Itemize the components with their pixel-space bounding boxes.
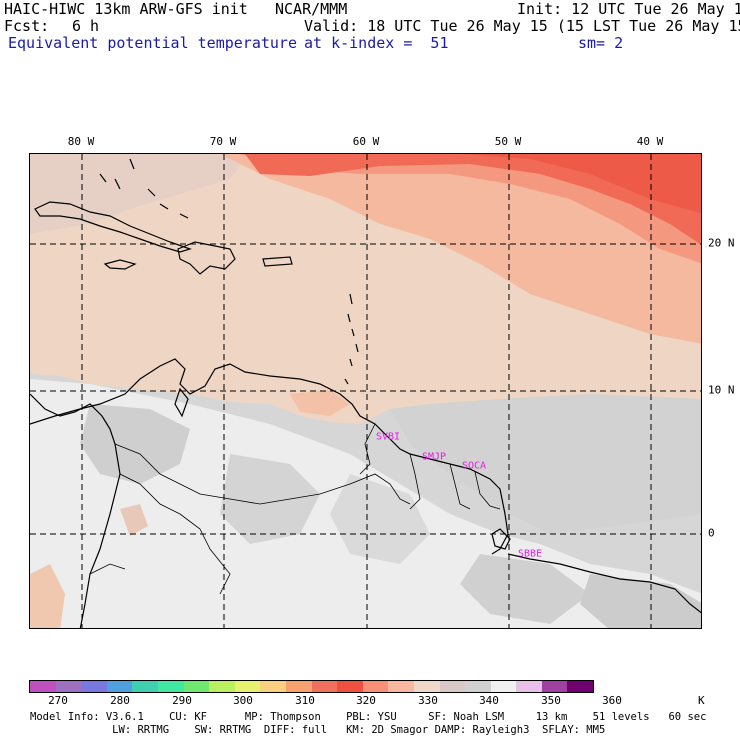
field-patch-warm-3 [290,390,350,416]
border-colombia-venezuela-brazil [114,443,411,505]
colorbar-swatch [183,681,210,692]
colorbar-swatch [541,681,568,692]
field-patch-2 [220,454,320,544]
station-sbbe: SBBE [517,548,543,560]
colorbar-swatch [106,681,133,692]
colorbar-swatch [260,681,286,692]
organization: NCAR/MMM [275,0,348,18]
station-soca: SOCA [461,460,487,472]
coastline-lesser-antilles [344,293,359,385]
coastline-hispaniola [177,241,236,275]
color-scale-bar [29,680,595,693]
model-title: HAIC-HIWC 13km ARW-GFS init [4,0,248,18]
lon-label-70w: 70 W [209,135,237,148]
colorbar-swatch [285,681,312,692]
station-smjp: SMJP [421,451,447,463]
colorbar-swatch [132,681,158,692]
colorbar-swatch [413,681,440,692]
colorbar-swatch [55,681,82,692]
coastline-brazil [491,528,701,614]
smoothing-info: sm= 2 [578,34,624,52]
map-panel: SVBI SMJP SOCA SBBE [29,153,702,629]
coastline-central-america [30,393,116,445]
colorbar-swatch [157,681,184,692]
field-region-330 [245,154,701,245]
field-patch-warm-2 [120,504,148,536]
coastline-south-america-north [30,358,509,555]
theta-e-field [30,154,701,628]
colorbar-tick: 330 [418,694,438,707]
lat-label-10n: 10 N [708,383,735,397]
field-region-328 [460,154,701,214]
colorbar-tick: 300 [233,694,253,707]
coastline-jamaica [103,259,137,270]
colorbar-tick: 320 [356,694,376,707]
colorbar-swatch [567,681,594,692]
lon-label-40w: 40 W [636,135,664,148]
forecast-label: Fcst: [4,17,50,35]
lon-label-80w: 80 W [67,135,95,148]
colorbar-tick: 270 [48,694,68,707]
colorbar-tick: 280 [110,694,130,707]
field-name: Equivalent potential temperature [8,34,297,52]
colorbar-swatch [439,681,466,692]
colorbar-swatch [362,681,389,692]
level-info: at k-index = 51 [304,34,449,52]
border-venezuela-guyana [359,423,376,475]
lat-label-0: 0 [708,526,715,540]
colorbar-swatch [465,681,491,692]
colorbar-tick: 360 [602,694,622,707]
colorbar-swatch [209,681,235,692]
init-time: Init: 12 UTC Tue 26 May 15 [517,0,740,18]
colorbar-swatch [388,681,414,692]
colorbar-swatch [490,681,517,692]
colorbar-swatch [311,681,338,692]
lon-label-60w: 60 W [352,135,380,148]
lat-label-20n: 20 N [708,236,735,250]
model-info-line-2: LW: RRTMG SW: RRTMG DIFF: full KM: 2D Sm… [30,724,606,736]
colorbar-tick: 340 [479,694,499,707]
border-guiana-brazil [474,471,501,510]
border-peru-colombia [119,473,231,595]
field-region-350 [390,394,701,534]
colorbar-tick: 350 [541,694,561,707]
border-suriname-guiana [449,463,471,510]
coastline-puerto-rico [262,256,293,267]
colorbar-tick: 290 [172,694,192,707]
border-ecuador-peru [89,563,126,575]
field-patch-3 [330,474,430,564]
field-patch-warm-1 [30,564,65,628]
station-svbi: SVBI [375,431,401,443]
field-patch-4 [460,554,590,624]
colorbar-swatch [516,681,542,692]
colorbar-swatch [337,681,363,692]
field-region-342 [30,154,250,234]
model-info-line-1: Model Info: V3.6.1 CU: KF MP: Thompson P… [30,711,707,723]
border-guyana-suriname [409,453,421,510]
colorbar-swatch [30,681,56,692]
forecast-hour: 6 h [72,17,100,35]
colorbar-swatch [81,681,107,692]
colorbar-unit: K [698,694,705,707]
valid-time: Valid: 18 UTC Tue 26 May 15 (15 LST Tue … [304,17,740,35]
colorbar-swatch [234,681,261,692]
lon-label-50w: 50 W [494,135,522,148]
coastline-bahamas [99,158,189,219]
country-borders [89,423,501,595]
coastline-lake-maracaibo [174,387,189,418]
colorbar-tick: 310 [295,694,315,707]
graticule [30,154,701,628]
coastline-cuba [34,201,192,253]
